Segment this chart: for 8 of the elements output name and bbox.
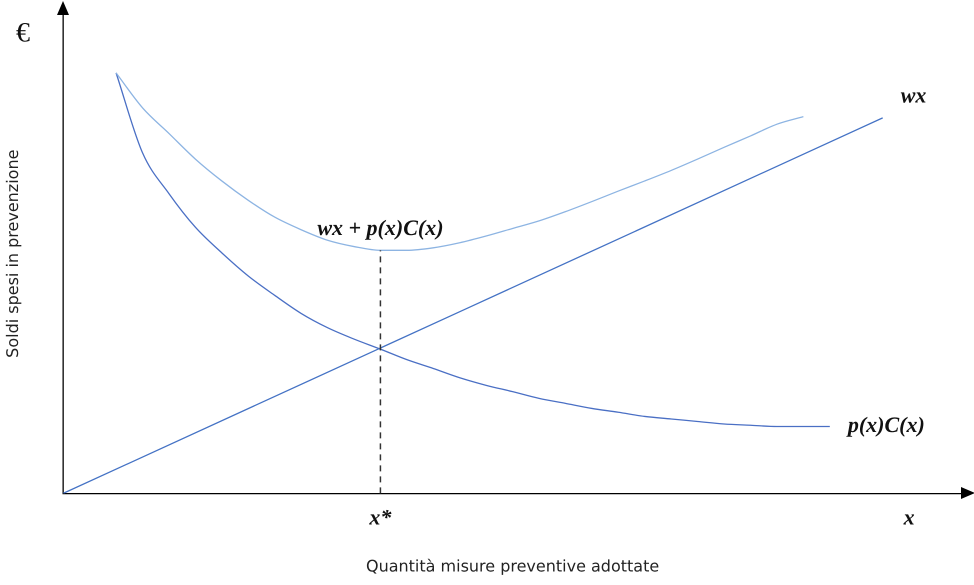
x-axis-title: Quantità misure preventive adottate bbox=[366, 556, 660, 576]
x-tick-label: x* bbox=[368, 504, 392, 530]
text: € bbox=[16, 17, 30, 48]
series-label: wx bbox=[900, 82, 926, 108]
y-axis-title: Soldi spesi in prevenzione bbox=[2, 150, 22, 358]
series-label: wx + p(x)C(x) bbox=[317, 215, 444, 240]
x-tick-label: x bbox=[902, 504, 915, 530]
series-label: p(x)C(x) bbox=[846, 412, 925, 438]
